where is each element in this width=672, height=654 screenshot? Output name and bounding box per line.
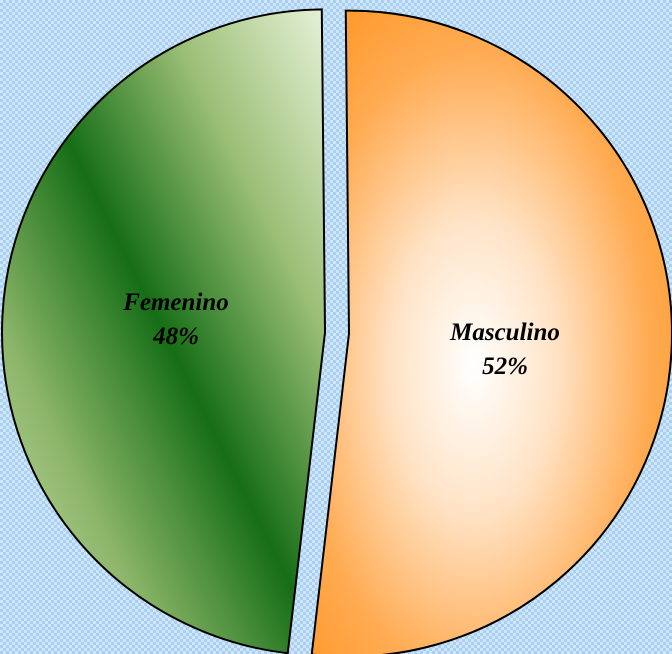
slice-percent-masculino: 52% xyxy=(482,353,528,380)
slice-label-femenino: Femenino xyxy=(122,289,229,316)
slice-percent-femenino: 48% xyxy=(152,323,199,350)
slice-label-masculino: Masculino xyxy=(449,319,560,346)
pie-slice-femenino xyxy=(1,8,327,654)
pie-slice-masculino xyxy=(310,9,672,654)
pie-slices xyxy=(1,8,672,654)
pie-labels: Masculino 52% Femenino 48% xyxy=(122,289,560,380)
